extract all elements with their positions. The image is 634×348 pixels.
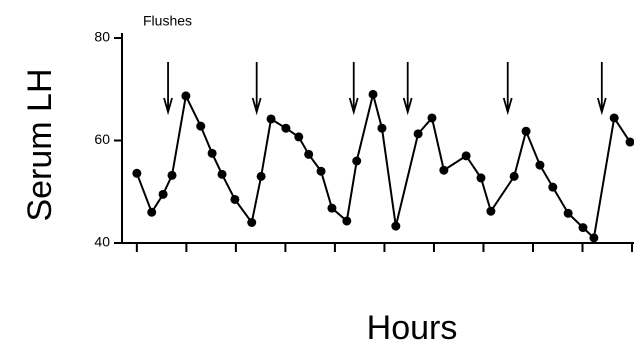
point: [476, 173, 486, 183]
y-tick-label: 80: [94, 29, 110, 45]
point: [281, 123, 291, 133]
flush-arrow: [502, 62, 513, 116]
point: [342, 216, 352, 226]
point: [461, 151, 471, 161]
annotation: Flushes: [143, 13, 192, 29]
point: [266, 114, 276, 124]
point: [377, 123, 387, 133]
point: [158, 189, 168, 199]
x-axis-label: Hours: [367, 309, 458, 347]
point: [535, 160, 545, 170]
point: [352, 156, 362, 166]
point: [181, 91, 191, 101]
point: [327, 203, 337, 213]
point: [247, 218, 257, 227]
y-axis-label: Serum LH: [21, 68, 59, 221]
point: [217, 169, 227, 179]
point: [625, 137, 634, 147]
point: [609, 113, 619, 123]
point: [427, 113, 437, 123]
point: [578, 223, 588, 233]
flush-arrow: [402, 62, 413, 116]
point: [589, 233, 599, 243]
point: [563, 208, 573, 218]
point: [521, 126, 531, 136]
flush-arrow: [163, 62, 173, 116]
point: [368, 89, 378, 99]
point: [230, 194, 240, 204]
flush-arrow: [348, 62, 359, 116]
point: [439, 165, 449, 175]
point: [304, 149, 314, 159]
point: [147, 207, 157, 217]
flush-arrow: [251, 62, 262, 116]
point: [486, 206, 496, 216]
point: [167, 170, 177, 180]
point: [413, 129, 423, 139]
point: [509, 171, 519, 181]
point: [548, 182, 558, 192]
point: [294, 132, 304, 142]
y-tick-label: 60: [94, 131, 110, 147]
point: [207, 148, 217, 158]
point: [391, 221, 401, 231]
point: [196, 121, 206, 131]
y-tick-label: 40: [94, 234, 110, 250]
point: [316, 166, 326, 176]
point: [132, 168, 142, 178]
series-line: [135, 92, 631, 240]
flush-arrow: [596, 62, 607, 116]
point: [256, 171, 266, 181]
